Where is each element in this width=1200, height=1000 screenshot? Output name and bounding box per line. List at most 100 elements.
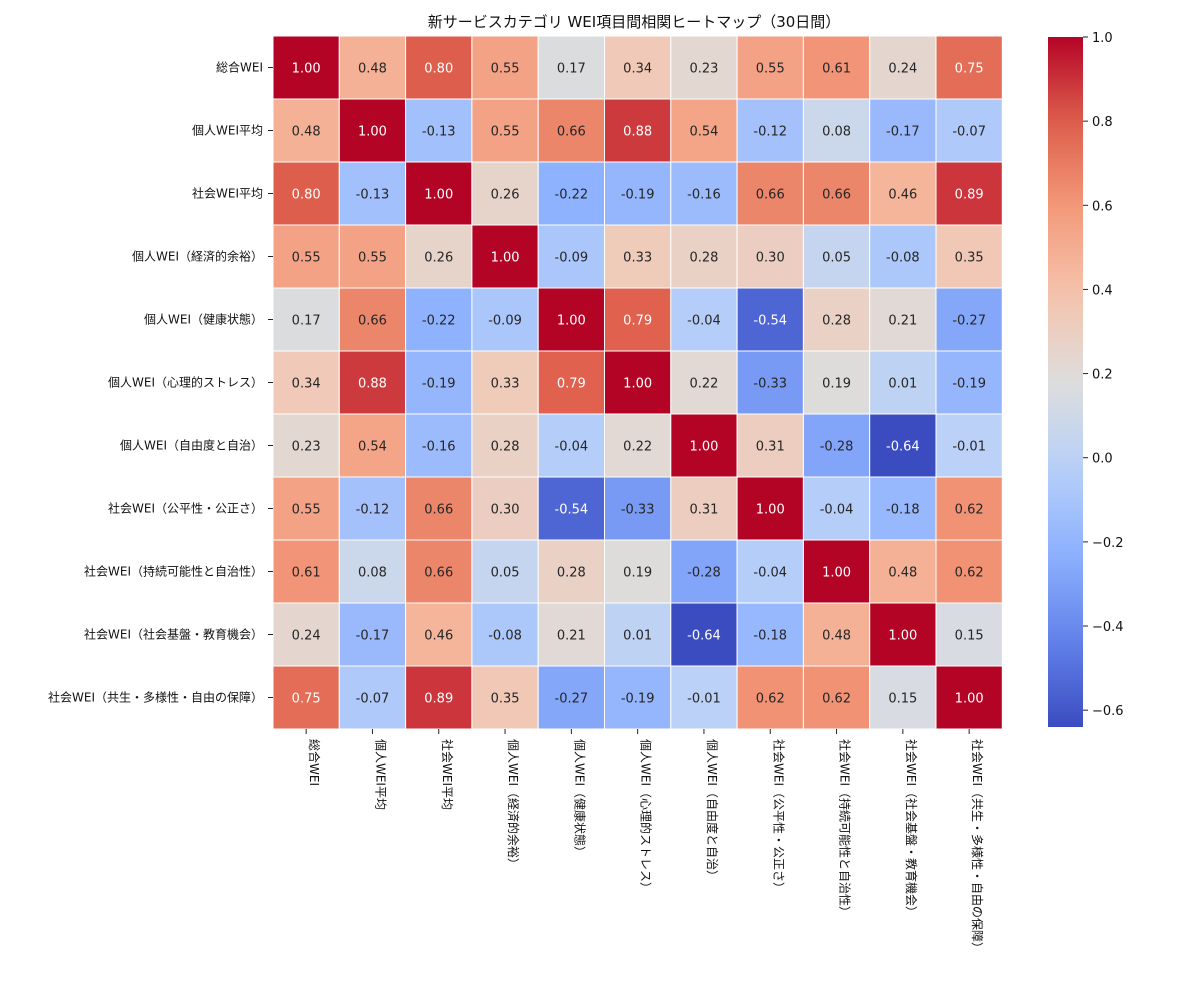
column-label-4: 個人WEI（健康状態） (572, 739, 587, 858)
cell-value-r2-c3: 0.26 (491, 188, 520, 203)
heatmap-cell-r7-c9 (869, 476, 937, 541)
cell-value-r6-c1: 0.54 (358, 440, 387, 455)
cell-value-r3-c2: 0.26 (424, 251, 453, 266)
cell-value-r4-c10: -0.27 (952, 314, 986, 329)
row-label-0: 総合WEI (216, 60, 263, 75)
heatmap-cell-r6-c0 (272, 413, 340, 478)
cell-value-r9-c3: -0.08 (488, 629, 522, 644)
cell-value-r10-c4: -0.27 (555, 692, 589, 707)
heatmap-cell-r0-c10 (935, 35, 1003, 100)
cell-value-r0-c6: 0.23 (689, 62, 718, 77)
heatmap-cell-r7-c3 (471, 476, 539, 541)
row-label-9: 社会WEI（社会基盤・教育機会） (84, 627, 263, 642)
cell-value-r8-c2: 0.66 (424, 566, 453, 581)
heatmap-cell-r5-c0 (272, 350, 340, 415)
heatmap-cell-r5-c10 (935, 350, 1003, 415)
cell-value-r1-c3: 0.55 (491, 125, 520, 140)
cell-value-r9-c5: 0.01 (623, 629, 652, 644)
heatmap-cell-r10-c5 (604, 665, 672, 730)
heatmap-cells: 1.00 0.48 0.80 0.55 0.17 0.34 0.23 0.55 0.61 0.24… (272, 35, 1003, 730)
row-label-5: 個人WEI（心理的ストレス） (108, 375, 263, 390)
heatmap-cell-r6-c9 (869, 413, 937, 478)
heatmap-cell-r10-c9 (869, 665, 937, 730)
cell-value-r7-c3: 0.30 (491, 503, 520, 518)
heatmap-cell-r3-c9 (869, 224, 937, 289)
heatmap-cell-r6-c8 (802, 413, 871, 478)
cell-value-r0-c0: 1.00 (292, 62, 321, 77)
cell-value-r5-c0: 0.34 (292, 377, 321, 392)
cell-value-r5-c4: 0.79 (557, 377, 586, 392)
cell-value-r10-c0: 0.75 (292, 692, 321, 707)
heatmap-cell-r1-c9 (869, 98, 937, 163)
heatmap-cell-r3-c6 (670, 224, 738, 289)
cell-value-r7-c0: 0.55 (292, 503, 321, 518)
cell-value-r10-c9: 0.15 (888, 692, 917, 707)
cell-value-r9-c1: -0.17 (356, 629, 390, 644)
heatmap-cell-r9-c7 (736, 602, 804, 667)
heatmap-cell-r0-c5 (604, 35, 672, 100)
heatmap-cell-r2-c2 (405, 161, 473, 226)
heatmap-cell-r8-c6 (670, 539, 738, 604)
column-label-5: 個人WEI（心理的ストレス） (639, 739, 654, 894)
heatmap-cell-r7-c4 (537, 476, 606, 541)
heatmap-cell-r6-c6 (670, 413, 738, 478)
colorbar-tick-label-6: −0.2 (1092, 536, 1124, 551)
cell-value-r3-c6: 0.28 (689, 251, 718, 266)
column-label-7: 社会WEI（公平性・公正さ） (771, 739, 786, 894)
cell-value-r0-c1: 0.48 (358, 62, 387, 77)
heatmap-cell-r6-c7 (736, 413, 804, 478)
heatmap-cell-r2-c10 (935, 161, 1003, 226)
cell-value-r7-c2: 0.66 (424, 503, 453, 518)
cell-value-r9-c2: 0.46 (424, 629, 453, 644)
cell-value-r8-c0: 0.61 (292, 566, 321, 581)
cell-value-r10-c6: -0.01 (687, 692, 721, 707)
cell-value-r4-c8: 0.28 (822, 314, 851, 329)
heatmap-cell-r10-c4 (537, 665, 606, 730)
cell-value-r6-c7: 0.31 (756, 440, 785, 455)
cell-value-r7-c4: -0.54 (555, 503, 589, 518)
cell-value-r6-c0: 0.23 (292, 440, 321, 455)
cell-value-r0-c9: 0.24 (888, 62, 917, 77)
heatmap-cell-r1-c7 (736, 98, 804, 163)
heatmap-cell-r1-c4 (537, 98, 606, 163)
heatmap-cell-r8-c3 (471, 539, 539, 604)
colorbar-gradient (1048, 37, 1083, 727)
cell-value-r8-c5: 0.19 (623, 566, 652, 581)
cell-value-r8-c4: 0.28 (557, 566, 586, 581)
heatmap-cell-r6-c3 (471, 413, 539, 478)
heatmap-cell-r2-c0 (272, 161, 340, 226)
cell-value-r1-c5: 0.88 (623, 125, 652, 140)
heatmap-cell-r1-c10 (935, 98, 1003, 163)
cell-value-r6-c6: 1.00 (689, 440, 718, 455)
cell-value-r1-c1: 1.00 (358, 125, 387, 140)
cell-value-r2-c8: 0.66 (822, 188, 851, 203)
chart-title: 新サービスカテゴリ WEI項目間相関ヒートマップ（30日間） (428, 13, 841, 31)
cell-value-r1-c0: 0.48 (292, 125, 321, 140)
heatmap-cell-r4-c2 (405, 287, 473, 352)
column-label-9: 社会WEI（社会基盤・教育機会） (904, 739, 919, 918)
cell-value-r2-c7: 0.66 (756, 188, 785, 203)
heatmap-cell-r2-c6 (670, 161, 738, 226)
cell-value-r10-c5: -0.19 (621, 692, 655, 707)
heatmap-cell-r5-c8 (802, 350, 871, 415)
cell-value-r5-c10: -0.19 (952, 377, 986, 392)
heatmap-cell-r0-c9 (869, 35, 937, 100)
cell-value-r6-c9: -0.64 (886, 440, 920, 455)
row-label-10: 社会WEI（共生・多様性・自由の保障） (48, 690, 263, 705)
cell-value-r3-c8: 0.05 (822, 251, 851, 266)
colorbar-tick-label-8: −0.6 (1092, 704, 1124, 719)
colorbar-tick-label-7: −0.4 (1092, 620, 1124, 635)
colorbar-tick-label-1: 0.8 (1092, 115, 1113, 130)
cell-value-r4-c4: 1.00 (557, 314, 586, 329)
cell-value-r1-c4: 0.66 (557, 125, 586, 140)
heatmap-cell-r9-c5 (604, 602, 672, 667)
cell-value-r8-c6: -0.28 (687, 566, 721, 581)
heatmap-cell-r6-c2 (405, 413, 473, 478)
heatmap-cell-r8-c9 (869, 539, 937, 604)
heatmap-cell-r6-c1 (338, 413, 407, 478)
cell-value-r9-c6: -0.64 (687, 629, 721, 644)
cell-value-r5-c8: 0.19 (822, 377, 851, 392)
colorbar-tick-label-5: 0.0 (1092, 452, 1113, 467)
heatmap-cell-r4-c10 (935, 287, 1003, 352)
